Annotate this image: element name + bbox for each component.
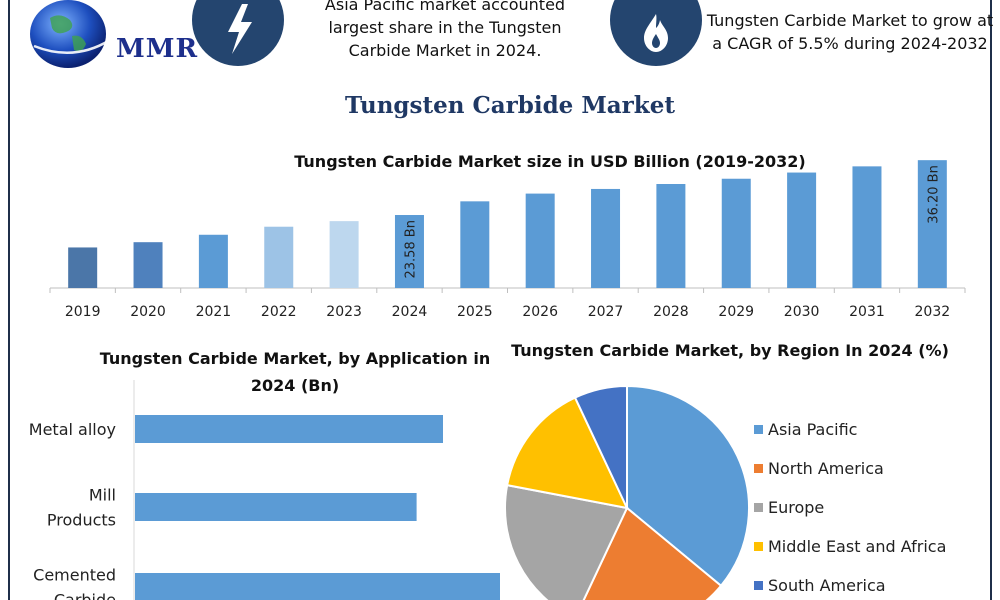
headline-asia-pacific: Asia Pacific market accounted largest sh… <box>324 0 566 60</box>
bar-2031 <box>852 166 882 288</box>
legend-label: South America <box>768 576 886 595</box>
bar-cemented-carbide <box>135 573 500 600</box>
category-label: Cemented Carbide <box>33 566 116 600</box>
x-tick-label: 2021 <box>196 304 232 320</box>
bar-2027 <box>591 188 621 288</box>
flame-icon <box>610 0 702 66</box>
region-pie-chart: Asia Pacific North America Europe Middle Ea… <box>504 384 946 600</box>
frame-left-border <box>8 0 10 600</box>
legend-swatch <box>754 503 763 512</box>
data-label-2024: 23.58 Bn <box>403 220 418 279</box>
legend-swatch <box>754 425 763 434</box>
x-tick-label: 2024 <box>392 304 428 320</box>
legend-label: Asia Pacific <box>768 420 857 439</box>
slice-middle-east-and-africa <box>505 396 629 510</box>
globe-icon <box>30 0 111 68</box>
category-label: Mill Products <box>47 486 116 530</box>
market-size-bar-chart: 2019 2020 2021 2022 2023 2024 23.58 Bn 2025 2026… <box>49 160 966 320</box>
mmr-logo: MMR <box>28 0 197 70</box>
slice-south-america <box>573 384 628 509</box>
bar-2028 <box>656 184 686 288</box>
x-tick-label: 2022 <box>261 304 297 320</box>
x-tick-label: 2030 <box>784 304 820 320</box>
application-chart-title: Tungsten Carbide Market, by Application … <box>99 349 491 395</box>
logo-text: MMR <box>116 34 199 64</box>
bar-2024 <box>394 215 424 288</box>
legend-label: Europe <box>768 498 824 517</box>
x-tick-label: 2026 <box>522 304 558 320</box>
x-tick-label: 2023 <box>326 304 362 320</box>
data-label-2032: 36.20 Bn <box>926 165 941 224</box>
legend-label: North America <box>768 459 884 478</box>
region-chart-title: Tungsten Carbide Market, by Region In 20… <box>511 341 949 360</box>
x-tick-label: 2027 <box>588 304 624 320</box>
bar-2030 <box>787 172 817 288</box>
bar-metal-alloy <box>135 415 443 443</box>
legend-swatch <box>754 542 763 551</box>
slice-north-america <box>582 506 723 600</box>
x-tick-label: 2019 <box>65 304 101 320</box>
lightning-icon <box>192 0 284 66</box>
bar-2023 <box>329 221 359 288</box>
legend-label: Middle East and Africa <box>768 537 946 556</box>
x-tick-label: 2032 <box>915 304 951 320</box>
bar-2019 <box>68 247 98 288</box>
x-tick-label: 2029 <box>718 304 754 320</box>
bar-mill-products <box>135 493 417 521</box>
application-bar-chart: Metal alloy Mill Products Cemented Carbide <box>29 380 500 600</box>
headline-cagr: Tungsten Carbide Market to grow at a CAG… <box>706 11 994 53</box>
legend-swatch <box>754 581 763 590</box>
x-tick-label: 2028 <box>653 304 689 320</box>
slice-europe <box>504 483 629 600</box>
page-title: Tungsten Carbide Market <box>344 92 675 119</box>
bar-2021 <box>198 234 228 288</box>
slice-asia-pacific <box>626 384 750 588</box>
frame-right-border <box>990 0 992 600</box>
bar-2022 <box>264 226 294 288</box>
x-tick-label: 2025 <box>457 304 493 320</box>
bar-2026 <box>525 193 555 288</box>
bar-2032 <box>917 160 947 288</box>
x-tick-label: 2031 <box>849 304 885 320</box>
market-size-chart-title: Tungsten Carbide Market size in USD Bill… <box>294 152 806 171</box>
category-label: Metal alloy <box>29 420 116 439</box>
legend-swatch <box>754 464 763 473</box>
bar-2029 <box>721 178 751 288</box>
bar-2025 <box>460 201 490 288</box>
bar-2020 <box>133 242 163 288</box>
x-tick-label: 2020 <box>130 304 166 320</box>
